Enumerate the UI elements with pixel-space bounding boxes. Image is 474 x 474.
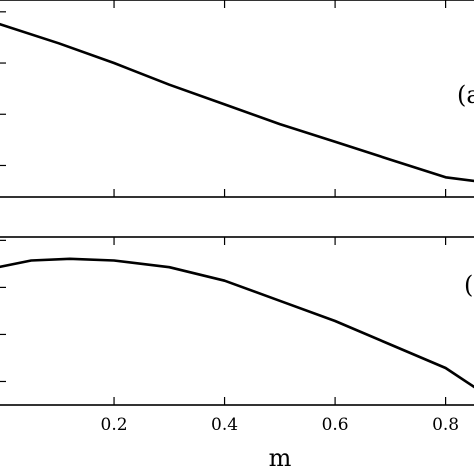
x-axis-title: m <box>269 444 292 472</box>
panel-b-series-line <box>0 257 474 389</box>
panel-a-label: (a <box>457 81 474 109</box>
x-tick-label-1: 0.4 <box>211 415 238 435</box>
panel-b-label: ( <box>464 271 473 299</box>
panel-b-ticks <box>0 237 447 405</box>
panel-b-frame <box>0 236 474 406</box>
panel-a-ticks <box>0 0 447 197</box>
panel-b-x-tick-labels: 0.2 0.4 0.6 0.8 <box>101 415 460 435</box>
x-tick-label-0: 0.2 <box>101 415 128 435</box>
x-tick-label-2: 0.6 <box>322 415 349 435</box>
panel-b: ( 0.2 0.4 0.6 0.8 m <box>0 236 474 472</box>
panel-a-series-line <box>0 22 474 183</box>
panel-a-frame <box>0 0 474 198</box>
panel-a: (a <box>0 0 474 198</box>
x-tick-label-3: 0.8 <box>432 415 459 435</box>
